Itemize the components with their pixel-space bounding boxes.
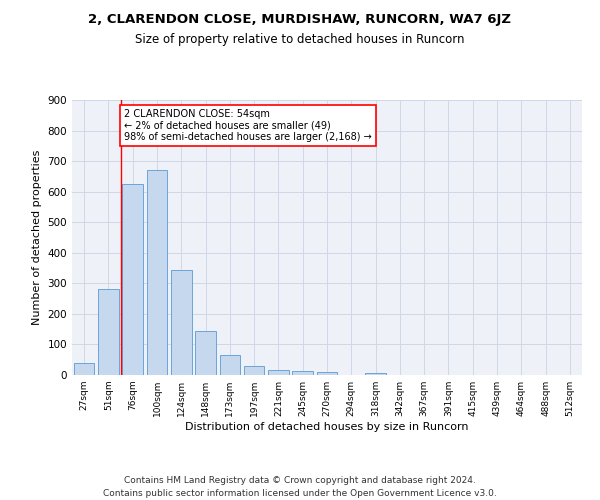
Bar bbox=[268, 370, 289, 375]
Bar bbox=[74, 363, 94, 375]
Bar bbox=[122, 184, 143, 375]
Bar bbox=[317, 372, 337, 375]
X-axis label: Distribution of detached houses by size in Runcorn: Distribution of detached houses by size … bbox=[185, 422, 469, 432]
Bar bbox=[244, 366, 265, 375]
Bar bbox=[171, 270, 191, 375]
Bar bbox=[146, 170, 167, 375]
Text: Contains HM Land Registry data © Crown copyright and database right 2024.
Contai: Contains HM Land Registry data © Crown c… bbox=[103, 476, 497, 498]
Text: 2, CLARENDON CLOSE, MURDISHAW, RUNCORN, WA7 6JZ: 2, CLARENDON CLOSE, MURDISHAW, RUNCORN, … bbox=[89, 12, 511, 26]
Bar bbox=[220, 355, 240, 375]
Bar bbox=[98, 290, 119, 375]
Text: 2 CLARENDON CLOSE: 54sqm
← 2% of detached houses are smaller (49)
98% of semi-de: 2 CLARENDON CLOSE: 54sqm ← 2% of detache… bbox=[124, 109, 372, 142]
Bar bbox=[195, 330, 216, 375]
Text: Size of property relative to detached houses in Runcorn: Size of property relative to detached ho… bbox=[135, 32, 465, 46]
Bar bbox=[292, 372, 313, 375]
Y-axis label: Number of detached properties: Number of detached properties bbox=[32, 150, 42, 325]
Bar bbox=[365, 372, 386, 375]
